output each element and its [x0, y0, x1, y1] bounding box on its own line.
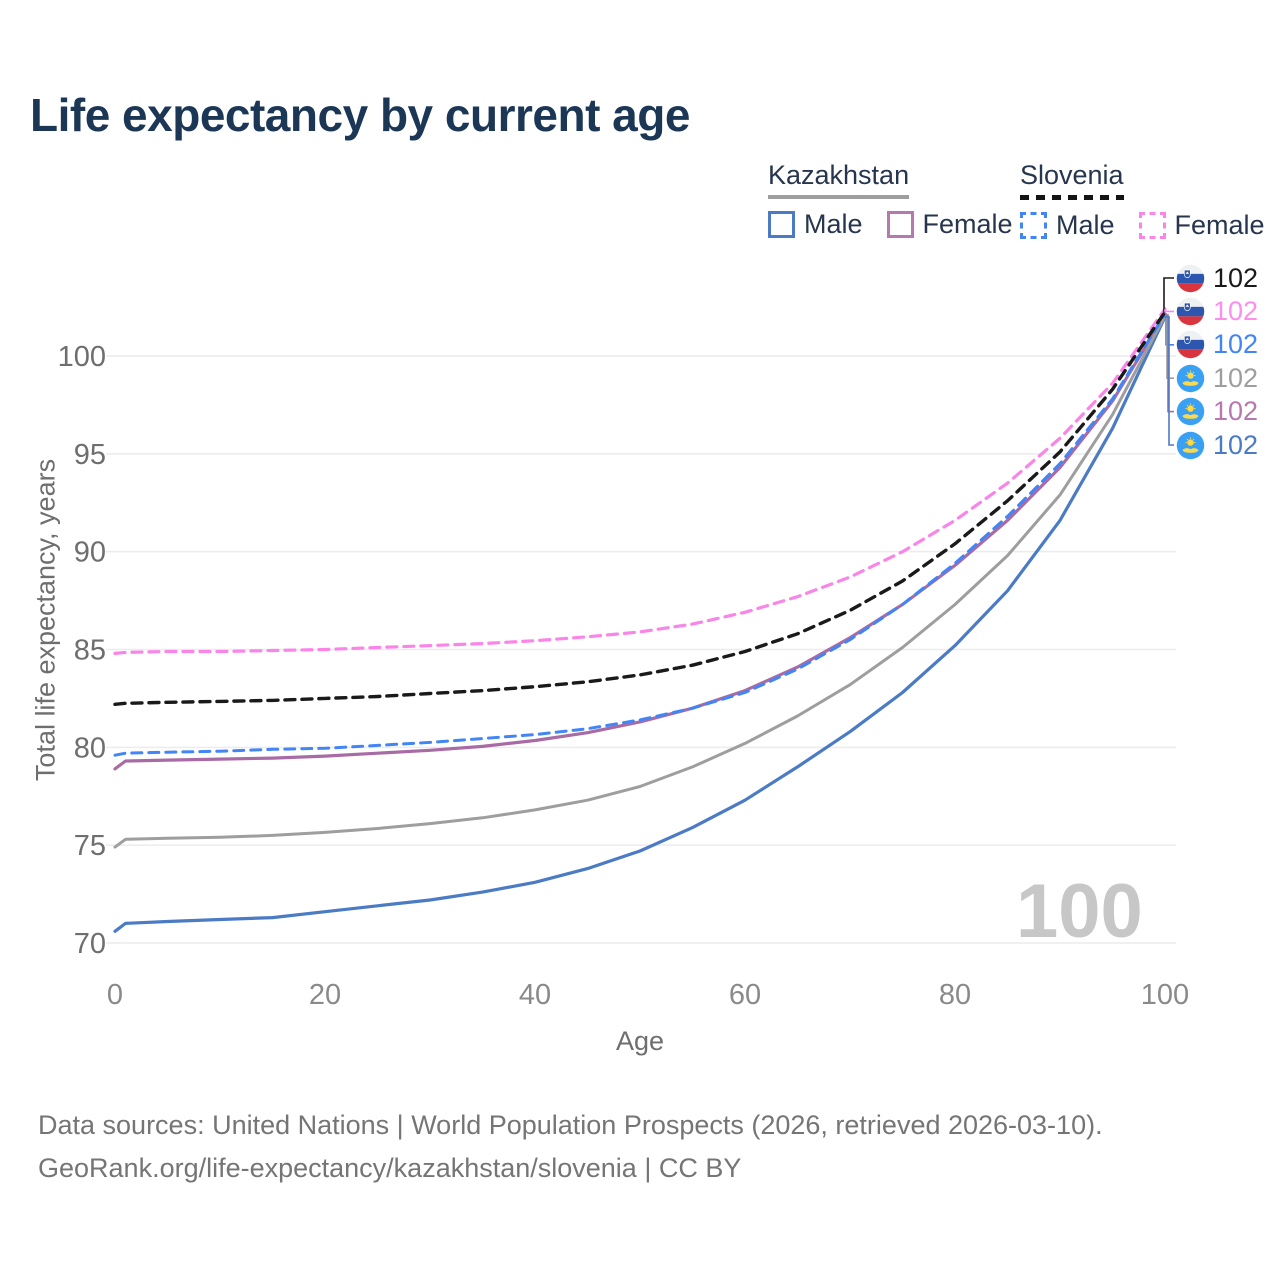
x-tick-label: 40 [519, 979, 551, 1011]
label-connector-line [1165, 315, 1174, 380]
series-line-slovenia-female [113, 307, 1167, 656]
legend-group-kazakhstan: Kazakhstan Male Female [768, 160, 1013, 240]
label-connector-line [1163, 277, 1174, 313]
legend-item-kazakhstan-female[interactable]: Female [886, 209, 1013, 240]
x-tick-label: 80 [939, 979, 971, 1011]
kazakhstan-flag-icon [1176, 431, 1205, 459]
age-counter-watermark: 100 [1016, 869, 1143, 954]
footer: Data sources: United Nations | World Pop… [38, 1104, 1103, 1190]
y-tick-label: 95 [74, 439, 106, 471]
y-tick-label: 100 [58, 341, 106, 373]
kazakhstan-solid-line-sample [768, 195, 910, 199]
slovenia-flag-icon [1176, 331, 1205, 359]
legend-item-slovenia-male[interactable]: Male [1020, 210, 1115, 241]
slovenia-flag-icon [1176, 297, 1205, 326]
end-label-slovenia-total: 102 [1176, 263, 1258, 293]
series-line-slovenia-male [113, 312, 1167, 757]
x-tick-label: 0 [107, 979, 123, 1011]
y-tick-label: 70 [74, 928, 106, 960]
series-line-kazakhstan-female [113, 313, 1167, 771]
slovenia-dashed-line-sample [1020, 195, 1124, 200]
kazakhstan-female-swatch-icon [886, 211, 914, 238]
kazakhstan-flag-icon [1176, 364, 1205, 392]
end-label-value: 102 [1213, 329, 1259, 360]
x-axis-title: Age [615, 1026, 665, 1056]
series-line-slovenia-total [113, 310, 1167, 706]
y-tick-label: 90 [74, 537, 106, 569]
label-connector-line [1164, 309, 1174, 313]
end-label-kazakhstan-total: 102 [1176, 363, 1258, 393]
end-label-value: 102 [1213, 295, 1259, 326]
legend-country-label: Slovenia [1020, 160, 1124, 190]
y-tick-label: 85 [74, 634, 106, 666]
y-axis-title: Total life expectancy, years [30, 458, 61, 782]
label-connector-line [1165, 313, 1174, 346]
legend-country-slovenia: Slovenia [1020, 160, 1124, 200]
y-tick-label: 80 [74, 732, 106, 764]
end-label-value: 102 [1213, 262, 1259, 293]
end-label-kazakhstan-female: 102 [1176, 396, 1259, 427]
legend-item-kazakhstan-male[interactable]: Male [768, 209, 863, 240]
legend-item-slovenia-female[interactable]: Female [1138, 210, 1265, 241]
kazakhstan-flag-icon [1176, 397, 1205, 426]
series-line-kazakhstan-total [113, 314, 1167, 849]
label-connector-line [1165, 314, 1174, 413]
label-connector-line [1165, 316, 1174, 446]
slovenia-male-swatch-icon [1020, 212, 1047, 239]
legend-item-label: Female [1174, 210, 1265, 240]
legend-group-slovenia: Slovenia Male Female [1020, 160, 1265, 241]
x-tick-label: 20 [309, 979, 341, 1011]
legend-item-label: Male [804, 209, 863, 239]
legend-item-label: Male [1056, 210, 1115, 240]
data-source-line: Data sources: United Nations | World Pop… [38, 1110, 1103, 1140]
legend-country-label: Kazakhstan [768, 160, 910, 190]
end-label-value: 102 [1213, 429, 1259, 460]
end-label-value: 102 [1213, 396, 1259, 427]
x-tick-label: 60 [729, 979, 761, 1011]
slovenia-female-swatch-icon [1138, 212, 1166, 239]
y-tick-label: 75 [74, 830, 106, 862]
slovenia-flag-icon [1176, 264, 1205, 292]
series-line-kazakhstan-male [113, 315, 1167, 933]
legend-item-label: Female [922, 209, 1013, 239]
legend-country-kazakhstan: Kazakhstan [768, 160, 910, 199]
end-label-value: 102 [1213, 362, 1259, 393]
x-tick-label: 100 [1141, 979, 1189, 1011]
page-title: Life expectancy by current age [30, 89, 690, 141]
attribution-line: GeoRank.org/life-expectancy/kazakhstan/s… [38, 1153, 742, 1184]
kazakhstan-male-swatch-icon [768, 211, 795, 238]
end-label-slovenia-female: 102 [1176, 296, 1258, 326]
end-label-slovenia-male: 102 [1176, 329, 1259, 360]
end-label-kazakhstan-male: 102 [1176, 430, 1258, 460]
